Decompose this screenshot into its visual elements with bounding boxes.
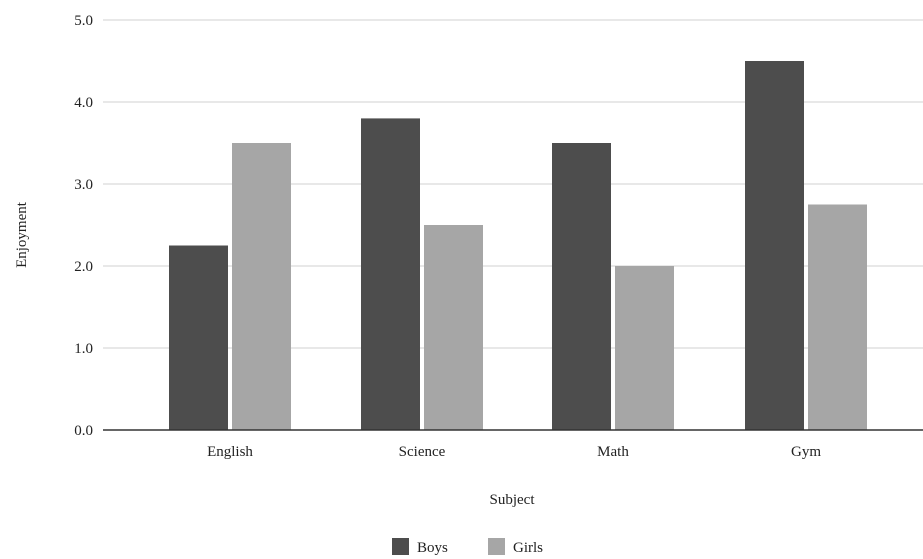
bar-boys-science (361, 118, 420, 431)
y-tick-label: 2.0 (74, 259, 93, 275)
y-tick-labels: 0.0 1.0 2.0 3.0 4.0 5.0 (74, 13, 93, 439)
bars (169, 61, 867, 431)
x-tick-labels: English Science Math Gym (207, 444, 821, 460)
bar-boys-english (169, 245, 228, 430)
y-tick-label: 3.0 (74, 177, 93, 193)
legend-label-girls: Girls (513, 540, 543, 556)
bar-girls-gym (808, 204, 867, 430)
bar-girls-english (232, 143, 291, 430)
x-tick-label: English (207, 444, 253, 460)
y-tick-label: 5.0 (74, 13, 93, 29)
y-tick-label: 0.0 (74, 423, 93, 439)
x-tick-label: Math (597, 444, 629, 460)
y-tick-label: 1.0 (74, 341, 93, 357)
bar-boys-math (552, 143, 611, 430)
legend-swatch-boys (392, 538, 409, 555)
x-tick-label: Gym (791, 444, 821, 460)
bar-boys-gym (745, 61, 804, 430)
x-tick-label: Science (399, 444, 446, 460)
y-axis-title: Enjoyment (14, 201, 30, 268)
legend: Boys Girls (392, 538, 543, 556)
legend-label-boys: Boys (417, 540, 448, 556)
bar-girls-science (424, 225, 483, 430)
x-axis-title: Subject (490, 492, 536, 508)
y-tick-label: 4.0 (74, 95, 93, 111)
bar-girls-math (615, 266, 674, 430)
legend-swatch-girls (488, 538, 505, 555)
